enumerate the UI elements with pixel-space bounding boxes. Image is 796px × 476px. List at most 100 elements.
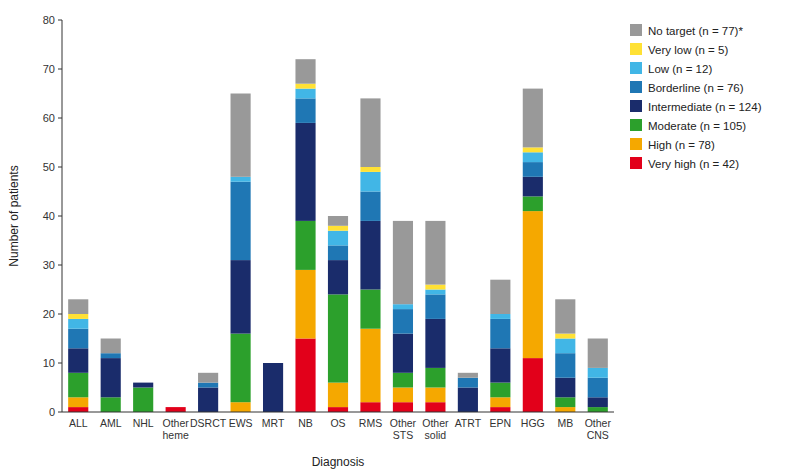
x-tick-label: NHL: [133, 417, 154, 429]
y-tick-label: 20: [43, 308, 55, 320]
bar-segment: [231, 334, 251, 403]
bar-segment: [68, 397, 88, 407]
bar-segment: [166, 407, 186, 408]
bar-segment: [425, 221, 445, 285]
y-tick: [58, 216, 62, 217]
bar-segment: [490, 280, 510, 314]
x-tick-label: Otherheme: [163, 417, 190, 441]
bar-segment: [328, 226, 348, 231]
bar-segment: [133, 382, 153, 383]
bar-segment: [295, 59, 315, 83]
bar-segment: [68, 299, 88, 314]
bar-segment: [458, 373, 478, 378]
bar-segment: [393, 304, 413, 309]
y-tick: [58, 314, 62, 315]
bar-segment: [425, 368, 445, 388]
x-tick-label: OtherSTS: [390, 417, 417, 441]
y-tick: [58, 167, 62, 168]
bar-segment: [166, 407, 186, 408]
bar-segment: [263, 363, 283, 364]
y-axis-label: Number of patients: [7, 165, 21, 266]
legend-swatch: [630, 157, 642, 169]
bar-segment: [263, 363, 283, 364]
bar-segment: [231, 177, 251, 182]
bar-segment: [425, 402, 445, 412]
bar-segment: [198, 383, 218, 388]
bar-segment: [328, 245, 348, 260]
bar-segment: [295, 270, 315, 339]
x-tick-label: ATRT: [455, 417, 482, 429]
bar-segment: [523, 147, 543, 152]
bar-segment: [425, 290, 445, 295]
bar-segment: [490, 314, 510, 319]
bar-segment: [133, 388, 153, 413]
bar-segment: [166, 407, 186, 408]
y-tick-label: 10: [43, 357, 55, 369]
bar-segment: [328, 260, 348, 294]
bar-segment: [523, 196, 543, 211]
bar-segment: [360, 192, 380, 221]
bar-segment: [490, 397, 510, 407]
y-tick: [58, 412, 62, 413]
bar-segment: [328, 216, 348, 226]
y-tick-label: 30: [43, 259, 55, 271]
bar-segment: [295, 123, 315, 221]
bar-segment: [328, 231, 348, 246]
legend: No target (n = 77)*Very low (n = 5)Low (…: [630, 24, 762, 170]
legend-label: No target (n = 77)*: [648, 25, 743, 37]
bar-segment: [490, 383, 510, 398]
legend-label: Very low (n = 5): [648, 44, 728, 56]
y-tick-label: 40: [43, 210, 55, 222]
x-tick-label: NB: [298, 417, 313, 429]
bar-segment: [555, 407, 575, 412]
x-axis-label: Diagnosis: [312, 455, 365, 469]
bar-segment: [263, 363, 283, 364]
bar-segment: [101, 339, 121, 354]
x-tick-label: MB: [557, 417, 573, 429]
y-tick-label: 50: [43, 161, 55, 173]
legend-label: Very high (n = 42): [648, 158, 739, 170]
bar-segment: [231, 260, 251, 334]
x-tick-label: RMS: [359, 417, 382, 429]
bar-segment: [425, 285, 445, 290]
bar-segment: [555, 334, 575, 339]
bar-segment: [295, 98, 315, 123]
bar-segment: [360, 98, 380, 167]
bar-segment: [166, 407, 186, 408]
bar-segment: [198, 388, 218, 413]
bar-segment: [295, 339, 315, 413]
bar-segment: [133, 382, 153, 383]
bar-segment: [523, 211, 543, 358]
bar-segment: [328, 383, 348, 408]
bar-segment: [523, 177, 543, 197]
y-tick: [58, 118, 62, 119]
y-tick-label: 60: [43, 112, 55, 124]
x-tick-label: AML: [100, 417, 122, 429]
bar-segment: [523, 358, 543, 412]
bar-segment: [588, 397, 608, 407]
legend-swatch: [630, 24, 642, 36]
legend-label: Borderline (n = 76): [648, 82, 744, 94]
bar-segment: [393, 373, 413, 388]
legend-label: High (n = 78): [648, 139, 715, 151]
bar-segment: [263, 363, 283, 364]
bar-segment: [328, 294, 348, 382]
bar-segment: [360, 221, 380, 290]
bar-segment: [133, 383, 153, 388]
bar-segment: [588, 407, 608, 412]
y-tick: [58, 363, 62, 364]
bar-segment: [133, 382, 153, 383]
legend-label: Moderate (n = 105): [648, 120, 746, 132]
bar-segment: [393, 388, 413, 403]
bar-segment: [458, 378, 478, 388]
bar-segment: [458, 388, 478, 413]
legend-swatch: [630, 138, 642, 150]
bars: [68, 59, 608, 412]
bar-segment: [328, 407, 348, 412]
legend-label: Intermediate (n = 124): [648, 101, 762, 113]
bar-segment: [68, 407, 88, 412]
bar-segment: [68, 329, 88, 349]
bar-segment: [523, 152, 543, 162]
bar-segment: [393, 221, 413, 304]
bar-segment: [360, 329, 380, 403]
